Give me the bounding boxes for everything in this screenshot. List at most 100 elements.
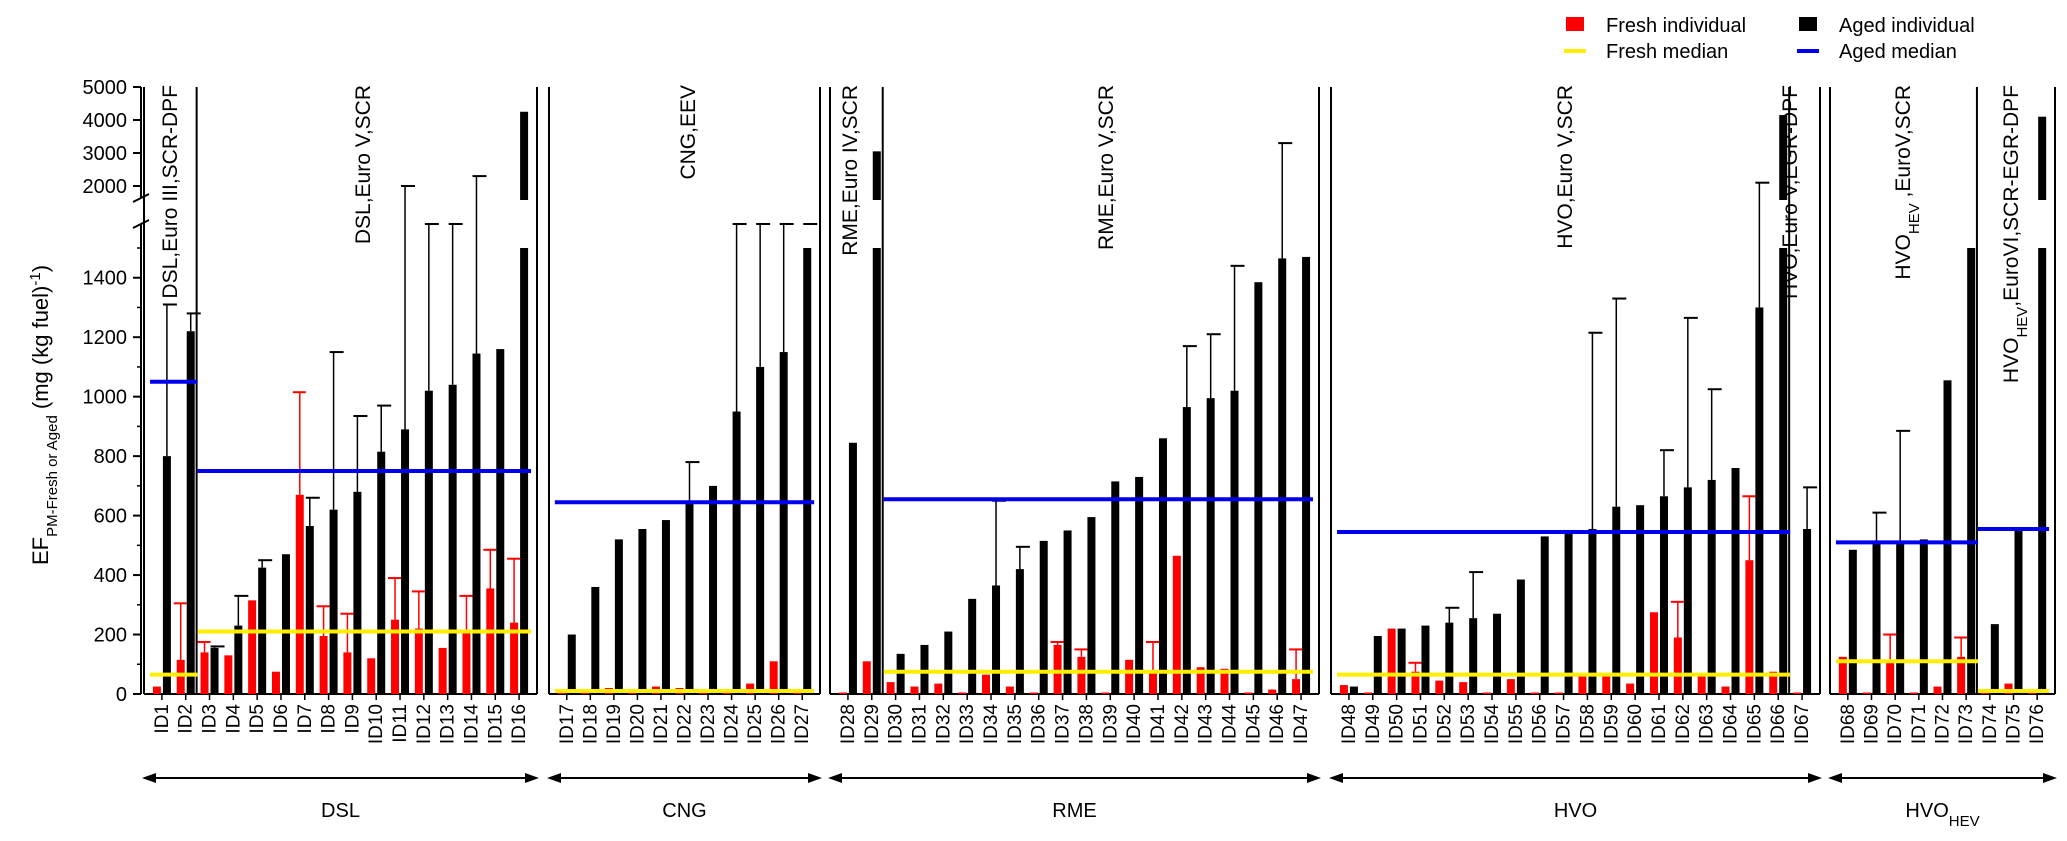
- x-tick-label: ID72: [1933, 704, 1954, 744]
- subgroup-label: CNG,EEV: [677, 85, 700, 180]
- fresh-bar: [1101, 692, 1110, 694]
- x-tick-label: ID46: [1267, 704, 1288, 744]
- fresh-bar: [1980, 692, 1989, 694]
- x-tick-label: ID28: [838, 704, 859, 744]
- fresh-bar: [1196, 667, 1205, 694]
- x-tick-label: ID44: [1220, 704, 1241, 745]
- aged-bar: [732, 411, 741, 694]
- fresh-bar: [699, 692, 708, 694]
- fresh-bar: [1933, 686, 1942, 694]
- x-tick-label: ID57: [1554, 704, 1575, 744]
- fresh-bar: [910, 686, 919, 694]
- x-tick-label: ID10: [366, 704, 387, 744]
- x-tick-label: ID37: [1053, 704, 1074, 744]
- y-tick-label: 3000: [83, 143, 128, 165]
- aged-bar: [944, 631, 953, 694]
- fresh-bar: [1125, 659, 1134, 694]
- x-tick-label: ID29: [862, 704, 883, 744]
- fresh-bar: [1339, 685, 1348, 694]
- aged-bar-upper: [1779, 115, 1788, 200]
- aged-bar: [1206, 398, 1215, 694]
- subgroup-label: DSL,Euro III,SCR-DPF: [159, 85, 182, 299]
- y-tick-label: 400: [94, 565, 127, 587]
- group-arrow-head: [2043, 773, 2057, 783]
- x-tick-label: ID39: [1100, 704, 1121, 744]
- group-label: HVO: [1554, 800, 1597, 822]
- aged-bar: [661, 520, 670, 694]
- fresh-bar: [1909, 692, 1918, 694]
- aged-bar: [1943, 380, 1952, 694]
- x-tick-label: ID50: [1387, 704, 1408, 744]
- group-arrow-head: [808, 773, 822, 783]
- x-tick-label: ID27: [792, 704, 813, 744]
- aged-bar: [1445, 622, 1454, 694]
- fresh-bar: [414, 628, 423, 694]
- x-tick-label: ID65: [1744, 704, 1765, 744]
- aged-bar: [685, 503, 694, 694]
- y-tick-label: 5000: [83, 77, 128, 99]
- fresh-bar: [1745, 560, 1754, 694]
- legend-label: Fresh individual: [1606, 15, 1746, 37]
- legend-label: Aged individual: [1839, 15, 1975, 37]
- aged-bar: [1896, 542, 1905, 694]
- aged-bar: [1564, 533, 1573, 694]
- x-tick-label: ID58: [1577, 704, 1598, 744]
- x-tick-label: ID4: [223, 704, 244, 734]
- aged-bar: [1111, 481, 1120, 694]
- fresh-bar: [176, 659, 185, 694]
- aged-bar: [1302, 256, 1311, 694]
- legend-swatch: [1566, 17, 1584, 31]
- aged-bar: [1063, 530, 1072, 694]
- fresh-bar: [1387, 628, 1396, 694]
- x-tick-label: ID55: [1506, 704, 1527, 744]
- x-tick-label: ID26: [769, 704, 790, 744]
- x-tick-label: ID40: [1124, 704, 1145, 744]
- legend-swatch: [1799, 17, 1817, 31]
- x-tick-label: ID38: [1076, 704, 1097, 744]
- y-tick-label: 1400: [83, 268, 128, 290]
- y-tick-label: 2000: [83, 176, 128, 198]
- x-tick-label: ID31: [909, 704, 930, 744]
- x-tick-label: ID52: [1434, 704, 1455, 744]
- aged-bar: [756, 366, 765, 694]
- y-tick-label: 1000: [83, 387, 128, 409]
- aged-bar: [1421, 625, 1430, 694]
- aged-bar: [1039, 540, 1048, 694]
- fresh-bar: [1769, 671, 1778, 694]
- legend-label: Aged median: [1839, 41, 1957, 63]
- fresh-bar: [248, 600, 257, 694]
- aged-bar: [1135, 476, 1144, 694]
- aged-bar: [1230, 390, 1239, 694]
- aged-bar: [848, 442, 857, 694]
- fresh-bar: [1886, 661, 1895, 694]
- x-tick-label: ID64: [1721, 704, 1742, 745]
- aged-bar-upper: [872, 151, 881, 200]
- fresh-bar: [1554, 692, 1563, 694]
- fresh-bar: [1673, 637, 1682, 694]
- fresh-bar: [1793, 692, 1802, 694]
- aged-bar: [1848, 549, 1857, 694]
- x-tick-label: ID66: [1768, 704, 1789, 744]
- fresh-bar: [1077, 656, 1086, 694]
- x-tick-label: ID30: [886, 704, 907, 744]
- aged-bar: [1707, 479, 1716, 694]
- x-tick-label: ID49: [1363, 704, 1384, 744]
- aged-bar: [353, 491, 362, 694]
- aged-bar: [472, 353, 481, 694]
- aged-bar: [1254, 282, 1263, 694]
- x-tick-label: ID61: [1649, 704, 1670, 744]
- x-tick-label: ID16: [509, 704, 530, 744]
- fresh-bar: [391, 619, 400, 694]
- group-arrow-head: [142, 773, 156, 783]
- aged-bar: [872, 248, 881, 694]
- aged-bar: [424, 390, 433, 694]
- x-tick-label: ID21: [651, 704, 672, 744]
- fresh-bar: [1602, 673, 1611, 694]
- fresh-bar: [1411, 671, 1420, 694]
- fresh-bar: [295, 494, 304, 694]
- aged-bar: [1182, 407, 1191, 694]
- group-arrow-head: [828, 773, 842, 783]
- fresh-bar: [1292, 679, 1301, 694]
- aged-bar: [1755, 307, 1764, 694]
